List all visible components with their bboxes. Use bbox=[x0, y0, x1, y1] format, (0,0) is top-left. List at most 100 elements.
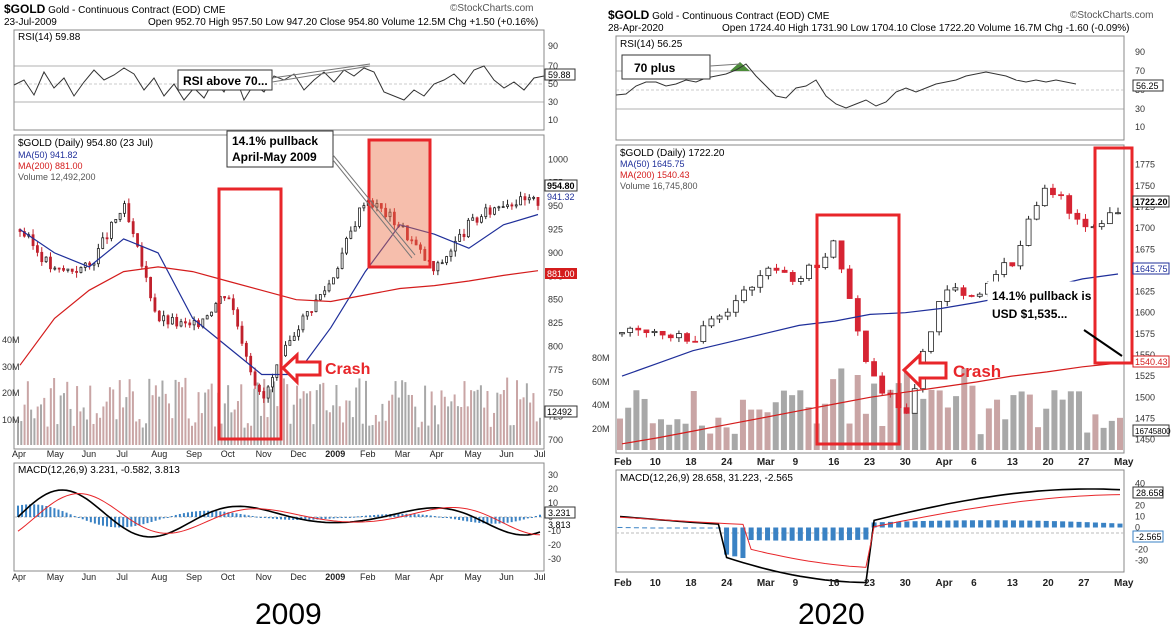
volume-bar bbox=[456, 406, 459, 445]
ma50-tag: 941.32 bbox=[547, 192, 575, 202]
date-tick: Jun bbox=[499, 572, 514, 582]
candle-body bbox=[1050, 187, 1056, 196]
volume-bar bbox=[240, 384, 243, 445]
date-tick: 6 bbox=[971, 578, 977, 589]
macd-hist-bar bbox=[1101, 522, 1107, 528]
macd-hist-bar bbox=[65, 512, 68, 517]
volume-bar bbox=[625, 407, 632, 450]
rsi-line bbox=[13, 65, 545, 102]
candle-body bbox=[1017, 245, 1024, 267]
volume-bar bbox=[443, 396, 446, 445]
volume-bar bbox=[309, 391, 312, 445]
rsi-overbought-fill bbox=[730, 62, 750, 71]
candle-body bbox=[62, 267, 65, 271]
candle-body bbox=[57, 267, 61, 270]
macd-signal-line bbox=[17, 492, 541, 536]
volume-bar bbox=[85, 419, 88, 445]
volume-bar bbox=[191, 425, 193, 445]
volume-bar bbox=[302, 391, 305, 445]
volume-bar bbox=[273, 381, 276, 445]
macd-hist-bar bbox=[340, 517, 343, 518]
volume-bar bbox=[525, 383, 528, 445]
volume-bar bbox=[20, 421, 23, 445]
header-title: $GOLD Gold - Continuous Contract (EOD) C… bbox=[4, 2, 225, 16]
candle-body bbox=[854, 298, 861, 332]
rsi-axis: 90 70 50 30 10 bbox=[548, 41, 558, 125]
macd-hist-bar bbox=[292, 517, 295, 520]
volume-bar bbox=[365, 380, 367, 445]
macd-hist-bar bbox=[806, 527, 812, 541]
macd-hist-bar bbox=[373, 515, 376, 517]
volume-bar bbox=[207, 389, 210, 445]
macd-hist-bar bbox=[182, 513, 185, 517]
macd-hist-bar bbox=[324, 517, 327, 520]
candle-body bbox=[475, 217, 479, 223]
macd-hist-bar bbox=[308, 517, 311, 520]
macd-tag-1: 28.658 bbox=[1136, 488, 1164, 498]
macd-hist-bar bbox=[118, 517, 121, 528]
volume-bar bbox=[345, 400, 348, 445]
date-tick: 13 bbox=[1007, 578, 1019, 589]
macd-hist-bar bbox=[259, 517, 262, 518]
macd-hist-bar bbox=[421, 514, 424, 517]
candle-body bbox=[871, 361, 877, 377]
macd-hist-bar bbox=[162, 517, 165, 519]
candle-body bbox=[497, 206, 501, 209]
candle-body bbox=[66, 268, 70, 271]
caption-year: 2020 bbox=[798, 598, 865, 631]
candle-body bbox=[863, 330, 869, 362]
date-tick: Jun bbox=[82, 449, 97, 459]
macd-tick: -30 bbox=[548, 554, 561, 564]
volume-bar bbox=[936, 390, 943, 450]
volume-bar bbox=[666, 424, 673, 450]
candle-body bbox=[510, 204, 514, 207]
volume-bar bbox=[128, 379, 131, 445]
macd-hist-bar bbox=[21, 504, 24, 517]
candle-body bbox=[700, 325, 707, 342]
macd-hist-bar bbox=[255, 516, 258, 518]
macd-hist-bar bbox=[748, 527, 754, 540]
volume-bar bbox=[296, 385, 299, 445]
volume-bar bbox=[447, 406, 450, 445]
volume-bar bbox=[315, 390, 318, 445]
macd-hist-bar bbox=[855, 527, 861, 540]
date-tick: Feb bbox=[360, 572, 376, 582]
volume-bar bbox=[276, 406, 279, 445]
volume-bar bbox=[772, 402, 779, 450]
volume-bars bbox=[17, 377, 541, 445]
macd-hist-bar bbox=[284, 517, 287, 520]
volume-bar bbox=[476, 389, 479, 445]
date-tick: Feb bbox=[360, 449, 376, 459]
candle-body bbox=[227, 297, 231, 300]
macd-hist-bar bbox=[365, 515, 367, 517]
volume-bar bbox=[256, 382, 259, 445]
volume-bar bbox=[263, 379, 266, 445]
ma200-legend: MA(200) 1540.43 bbox=[620, 170, 690, 180]
macd-hist-bar bbox=[369, 515, 372, 517]
candle-body bbox=[1009, 262, 1016, 267]
price-tick: 1575 bbox=[1135, 329, 1155, 339]
candle-body bbox=[162, 315, 166, 322]
volume-bar bbox=[299, 398, 302, 445]
candle-body bbox=[388, 211, 392, 218]
candle-body bbox=[501, 206, 505, 208]
volume-bar bbox=[387, 400, 390, 445]
volume-bar bbox=[535, 421, 538, 445]
macd-hist-bar bbox=[887, 521, 893, 528]
volume-bar bbox=[319, 384, 322, 445]
candle-body bbox=[157, 310, 161, 322]
macd-hist-bar bbox=[1043, 520, 1049, 528]
header-date: 28-Apr-2020 bbox=[608, 23, 664, 34]
volume-bar bbox=[928, 389, 935, 450]
macd-hist-bar bbox=[251, 515, 254, 517]
price-tick: 700 bbox=[548, 435, 563, 445]
vol-tick-40m: 40M bbox=[592, 400, 610, 410]
volume-bar bbox=[830, 379, 837, 450]
candle-body bbox=[462, 233, 466, 238]
macd-hist-bar bbox=[1084, 522, 1090, 528]
close-tag: 1722.20 bbox=[1135, 197, 1168, 207]
candle-body bbox=[423, 248, 427, 261]
date-tick: May bbox=[1114, 457, 1134, 468]
candle-body bbox=[88, 262, 92, 266]
volume-bar bbox=[532, 393, 535, 445]
